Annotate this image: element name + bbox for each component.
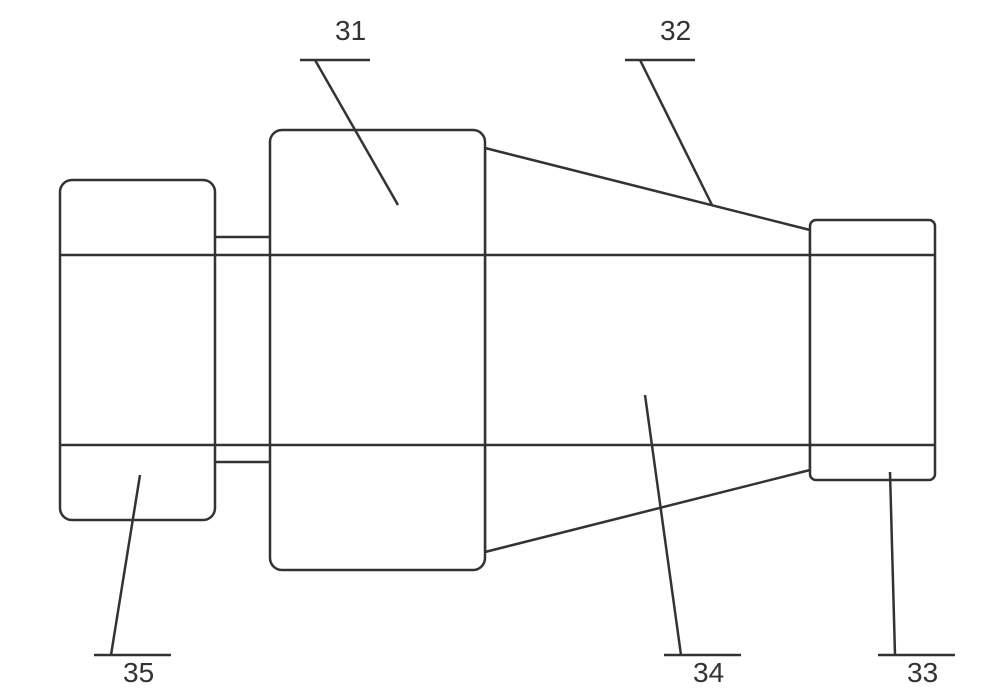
engineering-diagram: 31 32 33 34 35 xyxy=(0,0,1000,699)
label-32: 32 xyxy=(660,15,691,46)
label-31: 31 xyxy=(335,15,366,46)
part-31 xyxy=(270,130,485,570)
label-35: 35 xyxy=(123,657,154,688)
part-35 xyxy=(60,180,215,520)
label-33: 33 xyxy=(907,657,938,688)
label-34: 34 xyxy=(693,657,724,688)
part-33 xyxy=(810,220,935,480)
